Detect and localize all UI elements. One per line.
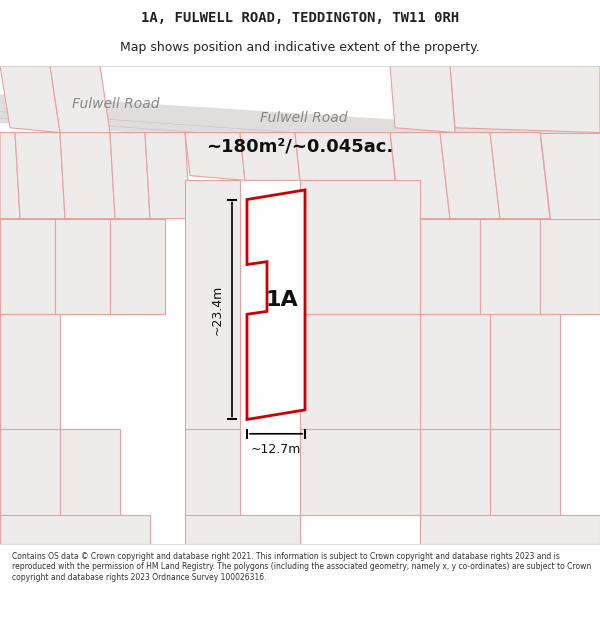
Text: ~12.7m: ~12.7m — [251, 443, 301, 456]
Polygon shape — [480, 219, 540, 314]
Polygon shape — [490, 132, 550, 219]
Polygon shape — [185, 132, 245, 181]
Polygon shape — [185, 181, 240, 429]
Polygon shape — [390, 132, 450, 219]
Polygon shape — [145, 132, 190, 219]
Text: Map shows position and indicative extent of the property.: Map shows position and indicative extent… — [120, 41, 480, 54]
Polygon shape — [300, 181, 420, 314]
Polygon shape — [60, 132, 115, 219]
Polygon shape — [0, 515, 150, 544]
Polygon shape — [50, 66, 110, 132]
Polygon shape — [300, 314, 420, 429]
Polygon shape — [0, 66, 60, 132]
Text: Fulwell Road: Fulwell Road — [72, 97, 160, 111]
Polygon shape — [15, 132, 65, 219]
Polygon shape — [240, 132, 300, 181]
Text: Fulwell Road: Fulwell Road — [260, 111, 347, 125]
Polygon shape — [247, 190, 305, 419]
Polygon shape — [450, 66, 600, 132]
Polygon shape — [295, 132, 395, 181]
Polygon shape — [390, 66, 455, 132]
Polygon shape — [110, 132, 150, 219]
Text: 1A: 1A — [266, 290, 298, 310]
Polygon shape — [540, 132, 600, 219]
Polygon shape — [440, 132, 500, 219]
Polygon shape — [420, 429, 490, 515]
Polygon shape — [185, 429, 240, 515]
Polygon shape — [420, 219, 480, 314]
Polygon shape — [185, 515, 300, 544]
Polygon shape — [55, 219, 110, 314]
Polygon shape — [110, 219, 165, 314]
Text: 1A, FULWELL ROAD, TEDDINGTON, TW11 0RH: 1A, FULWELL ROAD, TEDDINGTON, TW11 0RH — [141, 11, 459, 26]
Text: ~180m²/~0.045ac.: ~180m²/~0.045ac. — [206, 138, 394, 156]
Polygon shape — [0, 132, 20, 219]
Polygon shape — [0, 94, 600, 166]
Polygon shape — [540, 219, 600, 314]
Polygon shape — [0, 429, 60, 515]
Polygon shape — [490, 314, 560, 429]
Polygon shape — [0, 314, 60, 429]
Text: Contains OS data © Crown copyright and database right 2021. This information is : Contains OS data © Crown copyright and d… — [12, 552, 591, 582]
Polygon shape — [490, 429, 560, 515]
Polygon shape — [420, 515, 600, 544]
Polygon shape — [60, 429, 120, 515]
Polygon shape — [300, 429, 420, 515]
Polygon shape — [0, 219, 55, 314]
Polygon shape — [420, 314, 490, 429]
Text: ~23.4m: ~23.4m — [211, 284, 224, 334]
